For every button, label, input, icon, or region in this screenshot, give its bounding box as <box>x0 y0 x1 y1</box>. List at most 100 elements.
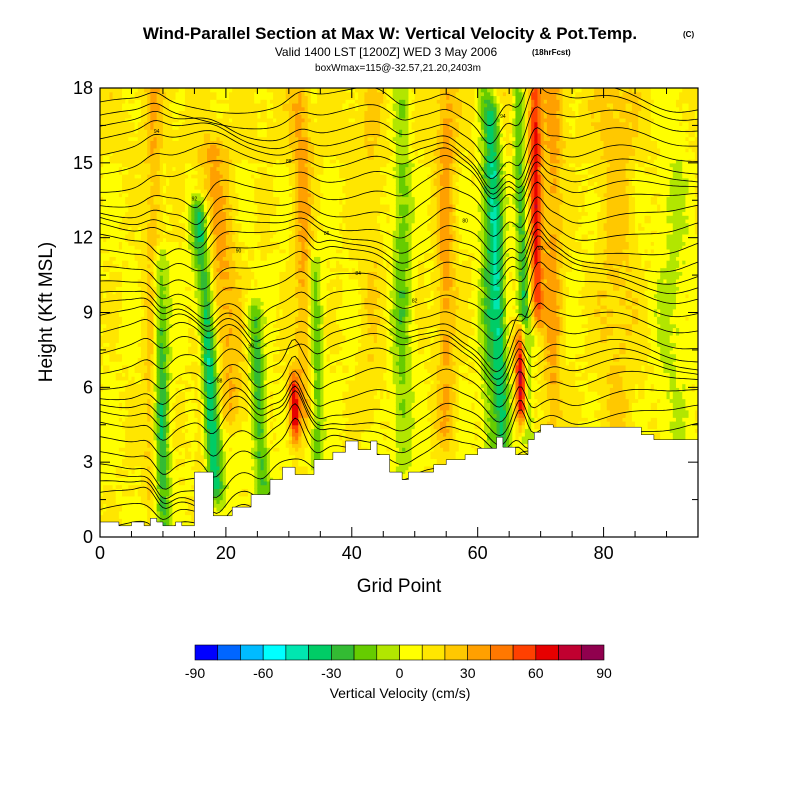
velocity-cell <box>147 129 151 134</box>
velocity-cell <box>150 514 155 519</box>
velocity-cell <box>175 222 180 228</box>
velocity-cell <box>137 495 142 501</box>
velocity-cell <box>150 222 155 228</box>
velocity-cell <box>144 376 148 381</box>
velocity-cell <box>147 480 151 486</box>
velocity-cell <box>156 458 161 463</box>
velocity-cell <box>103 391 107 396</box>
velocity-cell <box>153 95 158 100</box>
velocity-cell <box>118 121 123 127</box>
velocity-cell <box>112 503 117 508</box>
velocity-cell <box>159 312 164 317</box>
velocity-cell <box>128 402 133 407</box>
velocity-cell <box>109 237 114 243</box>
velocity-cell <box>153 181 158 186</box>
velocity-cell <box>122 136 126 141</box>
velocity-cell <box>128 286 133 291</box>
velocity-cell <box>122 316 126 321</box>
velocity-cell <box>159 368 164 373</box>
velocity-cell <box>131 417 136 422</box>
velocity-cell <box>118 132 123 138</box>
velocity-cell <box>150 477 155 482</box>
velocity-cell <box>147 177 151 183</box>
velocity-cell <box>103 282 107 287</box>
velocity-cell <box>131 473 136 478</box>
velocity-cell <box>100 222 104 228</box>
velocity-cell <box>166 331 170 336</box>
velocity-cell <box>115 181 120 186</box>
velocity-cell <box>122 495 126 501</box>
velocity-cell <box>122 290 126 295</box>
velocity-cell <box>156 372 161 377</box>
velocity-cell <box>140 514 145 519</box>
velocity-cell <box>144 465 148 471</box>
velocity-cell <box>147 293 151 299</box>
velocity-cell <box>156 323 161 329</box>
velocity-cell <box>166 140 170 145</box>
velocity-cell <box>175 136 180 141</box>
velocity-cell <box>175 391 180 396</box>
velocity-cell <box>144 91 148 97</box>
velocity-cell <box>147 421 151 426</box>
velocity-cell <box>162 305 167 310</box>
velocity-cell <box>137 129 142 134</box>
velocity-cell <box>150 488 155 493</box>
velocity-cell <box>150 211 155 216</box>
velocity-cell <box>144 447 148 452</box>
velocity-cell <box>134 166 139 171</box>
velocity-cell <box>103 125 107 130</box>
velocity-cell <box>159 409 164 415</box>
velocity-cell <box>169 469 173 474</box>
velocity-cell <box>131 293 136 299</box>
velocity-cell <box>118 522 123 527</box>
velocity-cell <box>118 241 123 246</box>
velocity-cell <box>153 428 158 433</box>
velocity-cell <box>103 417 107 422</box>
velocity-cell <box>175 286 180 291</box>
velocity-cell <box>175 278 180 284</box>
velocity-cell <box>137 260 142 265</box>
velocity-cell <box>172 334 177 340</box>
velocity-cell <box>140 129 145 134</box>
velocity-cell <box>134 514 139 519</box>
velocity-cell <box>115 421 120 426</box>
velocity-cell <box>131 349 136 355</box>
velocity-cell <box>137 349 142 355</box>
velocity-cell <box>109 91 114 97</box>
velocity-cell <box>118 435 123 441</box>
velocity-cell <box>118 260 123 265</box>
velocity-cell <box>125 192 129 198</box>
velocity-cell <box>109 507 114 512</box>
velocity-cell <box>169 117 173 123</box>
velocity-cell <box>100 488 104 493</box>
velocity-cell <box>122 334 126 340</box>
velocity-cell <box>131 174 136 179</box>
velocity-cell <box>122 106 126 112</box>
velocity-cell <box>112 450 117 456</box>
velocity-cell <box>137 361 142 366</box>
velocity-cell <box>144 488 148 493</box>
velocity-cell <box>125 218 129 224</box>
velocity-cell <box>128 88 133 93</box>
velocity-cell <box>147 230 151 235</box>
velocity-cell <box>112 267 117 272</box>
velocity-cell <box>134 316 139 321</box>
velocity-cell <box>150 312 155 317</box>
velocity-cell <box>140 170 145 175</box>
velocity-cell <box>156 278 161 284</box>
velocity-cell <box>109 102 114 108</box>
velocity-cell <box>103 331 107 336</box>
velocity-cell <box>153 159 158 164</box>
velocity-cell <box>134 222 139 228</box>
velocity-cell <box>156 203 161 209</box>
velocity-cell <box>128 290 133 295</box>
velocity-cell <box>118 503 123 508</box>
velocity-cell <box>175 290 180 295</box>
velocity-cell <box>137 316 142 321</box>
velocity-cell <box>112 379 117 385</box>
velocity-cell <box>131 140 136 145</box>
velocity-cell <box>109 267 114 272</box>
velocity-cell <box>109 334 114 340</box>
velocity-cell <box>115 301 120 306</box>
velocity-cell <box>169 376 173 381</box>
